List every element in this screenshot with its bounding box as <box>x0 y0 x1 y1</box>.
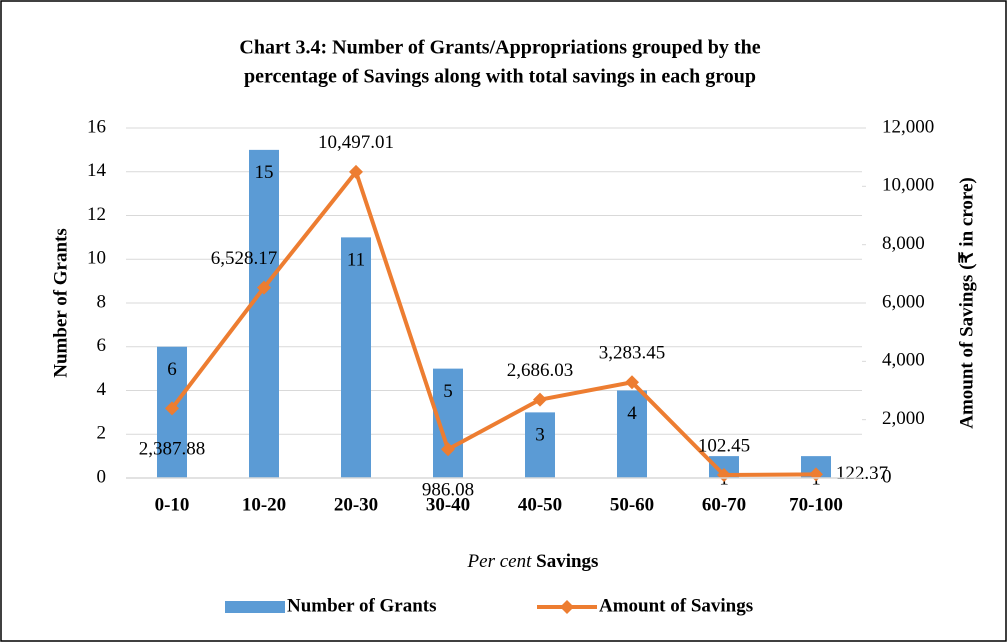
x-tick-label: 30-40 <box>426 494 470 515</box>
line-marker <box>625 375 639 390</box>
line-value-label: 122.37 <box>836 463 888 484</box>
legend-swatch <box>560 600 574 614</box>
y-tick-label: 16 <box>87 116 106 137</box>
bar-value-label: 15 <box>255 162 274 183</box>
y-axis-title: Number of Grants <box>50 228 71 378</box>
line-value-label: 10,497.01 <box>318 132 394 153</box>
legend-label: Amount of Savings <box>599 595 753 616</box>
bar-value-label: 6 <box>167 359 177 380</box>
y-tick-label: 10 <box>87 248 106 269</box>
y2-tick-label: 10,000 <box>882 175 934 196</box>
y2-tick-label: 6,000 <box>882 291 925 312</box>
line-value-label: 6,528.17 <box>211 248 278 269</box>
y-tick-label: 4 <box>97 379 107 400</box>
y-tick-label: 8 <box>97 291 107 312</box>
x-tick-label: 70-100 <box>789 494 843 515</box>
y-tick-label: 6 <box>97 335 107 356</box>
line-marker <box>533 392 547 407</box>
y2-tick-label: 12,000 <box>882 116 934 137</box>
line-value-label: 2,387.88 <box>139 439 206 460</box>
x-tick-label: 50-60 <box>610 494 654 515</box>
bar <box>709 456 739 478</box>
y2-tick-label: 0 <box>882 466 892 487</box>
line <box>170 169 817 478</box>
x-tick-label: 20-30 <box>334 494 378 515</box>
line-value-label: 102.45 <box>698 435 750 456</box>
bar <box>249 149 279 478</box>
chart-title: percentage of Savings along with total s… <box>244 66 756 88</box>
bar <box>341 237 371 478</box>
y-tick-label: 0 <box>97 466 107 487</box>
line-marker <box>349 164 363 179</box>
y-tick-label: 12 <box>87 204 106 225</box>
y-tick-label: 2 <box>97 423 107 444</box>
x-tick-label: 10-20 <box>242 494 286 515</box>
chart-title: Chart 3.4: Number of Grants/Appropriatio… <box>239 37 760 59</box>
bar <box>617 390 647 478</box>
bar-value-label: 11 <box>347 250 365 271</box>
line-value-label: 986.08 <box>422 480 474 501</box>
x-tick-label: 40-50 <box>518 494 562 515</box>
bar-value-label: 5 <box>443 381 453 402</box>
bar-value-label: 3 <box>535 425 545 446</box>
y2-tick-label: 4,000 <box>882 350 925 371</box>
x-axis-title: Per cent Savings <box>467 551 599 572</box>
x-tick-label: 60-70 <box>702 494 746 515</box>
line-value-label: 3,283.45 <box>599 343 666 364</box>
line-value-label: 2,686.03 <box>507 360 574 381</box>
bar-value-label: 4 <box>627 403 637 424</box>
y2-tick-label: 2,000 <box>882 408 925 429</box>
line-marker <box>165 401 179 416</box>
legend-label: Number of Grants <box>287 595 437 616</box>
x-tick-label: 0-10 <box>155 494 190 515</box>
y2-tick-label: 8,000 <box>882 233 925 254</box>
bar <box>525 412 555 478</box>
line-marker <box>257 280 271 295</box>
line-marker <box>441 442 455 457</box>
legend-swatch <box>225 601 285 613</box>
y2-axis-title: Amount of Savings (₹ in crore) <box>956 177 977 429</box>
y-tick-label: 14 <box>87 160 107 181</box>
